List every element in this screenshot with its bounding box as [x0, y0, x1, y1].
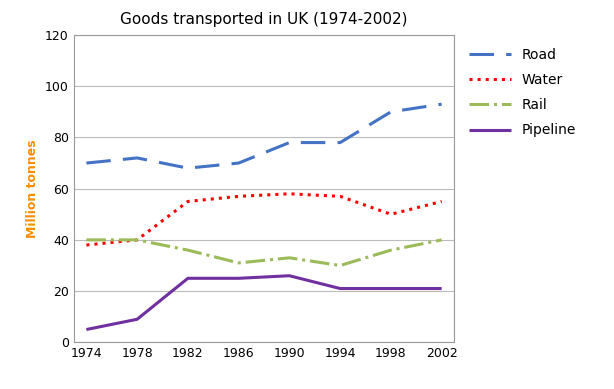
Rail: [184, 248, 192, 252]
Y-axis label: Million tonnes: Million tonnes: [26, 139, 39, 238]
Road: [336, 140, 344, 145]
Road: [235, 161, 243, 165]
Water: [235, 194, 243, 199]
Road: [438, 102, 445, 107]
Pipeline: [286, 273, 293, 278]
Line: Rail: Rail: [87, 240, 441, 266]
Line: Water: Water: [87, 194, 441, 245]
Rail: [438, 238, 445, 242]
Rail: [83, 238, 90, 242]
Water: [387, 212, 395, 217]
Pipeline: [184, 276, 192, 280]
Pipeline: [387, 286, 395, 291]
Rail: [387, 248, 395, 252]
Pipeline: [133, 317, 141, 322]
Rail: [133, 238, 141, 242]
Road: [387, 110, 395, 114]
Water: [286, 191, 293, 196]
Road: [286, 140, 293, 145]
Line: Pipeline: Pipeline: [87, 276, 441, 329]
Road: [133, 156, 141, 160]
Line: Road: Road: [87, 104, 441, 168]
Pipeline: [83, 327, 90, 332]
Water: [336, 194, 344, 199]
Pipeline: [336, 286, 344, 291]
Pipeline: [235, 276, 243, 280]
Road: [83, 161, 90, 165]
Water: [438, 199, 445, 204]
Road: [184, 166, 192, 170]
Water: [184, 199, 192, 204]
Rail: [336, 263, 344, 268]
Water: [133, 238, 141, 242]
Rail: [286, 256, 293, 260]
Pipeline: [438, 286, 445, 291]
Title: Goods transported in UK (1974-2002): Goods transported in UK (1974-2002): [120, 12, 408, 27]
Rail: [235, 261, 243, 265]
Legend: Road, Water, Rail, Pipeline: Road, Water, Rail, Pipeline: [469, 48, 576, 137]
Water: [83, 243, 90, 247]
